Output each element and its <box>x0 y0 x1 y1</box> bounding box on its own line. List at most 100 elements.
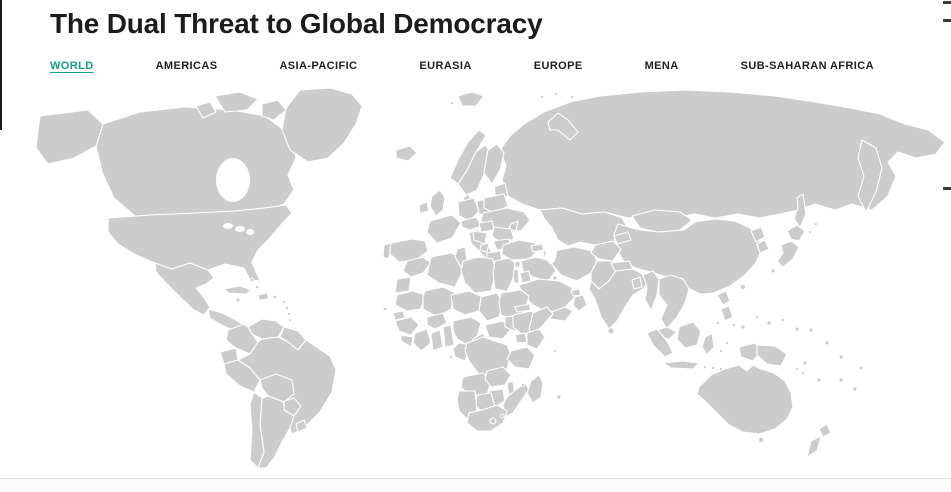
country-indonesia-west-papua[interactable] <box>738 342 762 362</box>
country-bahamas2[interactable] <box>255 285 259 289</box>
country-egypt[interactable] <box>492 257 516 292</box>
country-papua-new-guinea[interactable] <box>756 344 788 367</box>
country-kenya[interactable] <box>526 328 546 350</box>
country-moldova[interactable] <box>508 220 519 232</box>
country-uruguay[interactable] <box>295 419 308 433</box>
country-solomon-islands[interactable] <box>795 367 799 371</box>
country-canada-arctic-3[interactable] <box>195 101 217 119</box>
country-comoros[interactable] <box>521 383 525 387</box>
country-lesotho[interactable] <box>489 417 497 425</box>
country-oman[interactable] <box>572 294 588 312</box>
country-libya[interactable] <box>460 256 496 294</box>
country-pacific-3[interactable] <box>794 326 800 332</box>
country-guinea[interactable] <box>394 316 420 336</box>
country-pacific-8[interactable] <box>858 365 864 371</box>
country-japan-main[interactable] <box>776 240 800 268</box>
tab-americas[interactable]: AMERICAS <box>155 60 218 72</box>
country-lesser-antilles-4[interactable] <box>288 318 292 322</box>
country-albania-macedonia[interactable] <box>479 242 490 253</box>
country-indonesia-sulawesi[interactable] <box>701 332 715 356</box>
country-pacific-4[interactable] <box>808 327 814 333</box>
country-mexico[interactable] <box>154 262 215 316</box>
country-fiji[interactable] <box>838 377 844 383</box>
country-lesser-antilles-1[interactable] <box>282 300 286 304</box>
country-hungary[interactable] <box>478 220 495 233</box>
country-cape-verde[interactable] <box>382 306 388 312</box>
country-mauritius[interactable] <box>556 394 562 400</box>
country-china[interactable] <box>613 218 763 295</box>
country-north-korea[interactable] <box>750 226 766 243</box>
country-united-kingdom[interactable] <box>429 189 446 217</box>
country-canada[interactable] <box>95 106 297 225</box>
country-finland[interactable] <box>483 143 505 185</box>
country-indochina[interactable] <box>658 274 690 330</box>
country-pacific-7[interactable] <box>802 360 808 366</box>
country-russia-novaya-zemlya[interactable] <box>547 112 579 141</box>
country-australia-tasmania[interactable] <box>758 437 764 443</box>
country-iran[interactable] <box>550 246 598 282</box>
country-hispaniola[interactable] <box>257 292 270 301</box>
country-russia-kurils[interactable] <box>808 230 812 234</box>
country-cote-divoire[interactable] <box>412 328 432 352</box>
country-russia-franz-josef2[interactable] <box>554 92 558 96</box>
country-western-sahara[interactable] <box>394 276 412 294</box>
country-pacific-2[interactable] <box>766 320 772 326</box>
country-philippines-isle[interactable] <box>732 323 736 327</box>
country-seychelles[interactable] <box>553 349 557 353</box>
country-peru[interactable] <box>223 359 261 393</box>
country-portugal[interactable] <box>382 242 392 260</box>
country-canada-arctic-2[interactable] <box>261 99 287 121</box>
country-venezuela[interactable] <box>247 318 285 340</box>
country-pacific-10[interactable] <box>852 386 858 392</box>
country-pacific-9[interactable] <box>816 377 822 383</box>
tab-sub-saharan-africa[interactable]: SUB-SAHARAN AFRICA <box>740 60 874 72</box>
country-jordan[interactable] <box>519 270 532 284</box>
country-israel[interactable] <box>512 268 520 284</box>
country-morocco[interactable] <box>402 256 432 278</box>
country-new-zealand-south[interactable] <box>806 435 822 458</box>
country-south-korea[interactable] <box>756 239 770 254</box>
country-micronesia[interactable] <box>755 315 759 319</box>
country-chile[interactable] <box>249 391 265 469</box>
country-united-states-alaska[interactable] <box>35 109 104 165</box>
country-eswatini[interactable] <box>499 413 505 419</box>
country-georgia[interactable] <box>530 243 545 253</box>
country-myanmar[interactable] <box>642 270 660 312</box>
country-greenland[interactable] <box>281 87 363 163</box>
country-uganda[interactable] <box>514 332 528 344</box>
tab-eurasia[interactable]: EURASIA <box>419 60 472 72</box>
country-svalbard-isle[interactable] <box>450 101 454 105</box>
country-mongolia[interactable] <box>631 209 693 233</box>
country-indonesia-java[interactable] <box>662 360 700 370</box>
country-alpine-states[interactable] <box>460 216 483 231</box>
country-nepal[interactable] <box>610 260 634 272</box>
country-kyrgyzstan[interactable] <box>613 231 632 245</box>
country-tanzania[interactable] <box>506 346 536 370</box>
country-zambia[interactable] <box>484 366 512 388</box>
country-algeria[interactable] <box>426 252 464 288</box>
country-australia[interactable] <box>696 364 794 435</box>
country-niger[interactable] <box>450 290 484 316</box>
country-bahamas[interactable] <box>249 277 255 283</box>
country-puerto-rico[interactable] <box>272 294 278 300</box>
country-micronesia2[interactable] <box>781 318 785 322</box>
country-sao-tome[interactable] <box>449 355 453 359</box>
country-indonesia-maluku2[interactable] <box>725 341 729 345</box>
country-spain[interactable] <box>388 238 429 263</box>
tab-mena[interactable]: MENA <box>644 60 679 72</box>
country-jamaica[interactable] <box>235 297 241 303</box>
country-russia-kurils2[interactable] <box>814 222 818 226</box>
country-lesser-antilles-3[interactable] <box>287 312 291 316</box>
country-solomon-islands2[interactable] <box>801 371 805 375</box>
country-bolivia[interactable] <box>259 373 295 403</box>
country-madagascar[interactable] <box>526 374 544 404</box>
country-lesser-antilles-2[interactable] <box>285 306 289 310</box>
country-philippines-luzon[interactable] <box>716 290 731 306</box>
country-mali[interactable] <box>422 286 456 318</box>
tab-asia-pacific[interactable]: ASIA-PACIFIC <box>279 60 358 72</box>
country-bangladesh[interactable] <box>631 276 643 290</box>
country-canada-arctic-1[interactable] <box>214 91 259 113</box>
country-indonesia-borneo[interactable] <box>676 321 702 349</box>
country-iceland[interactable] <box>395 145 418 162</box>
country-ghana[interactable] <box>430 329 444 352</box>
